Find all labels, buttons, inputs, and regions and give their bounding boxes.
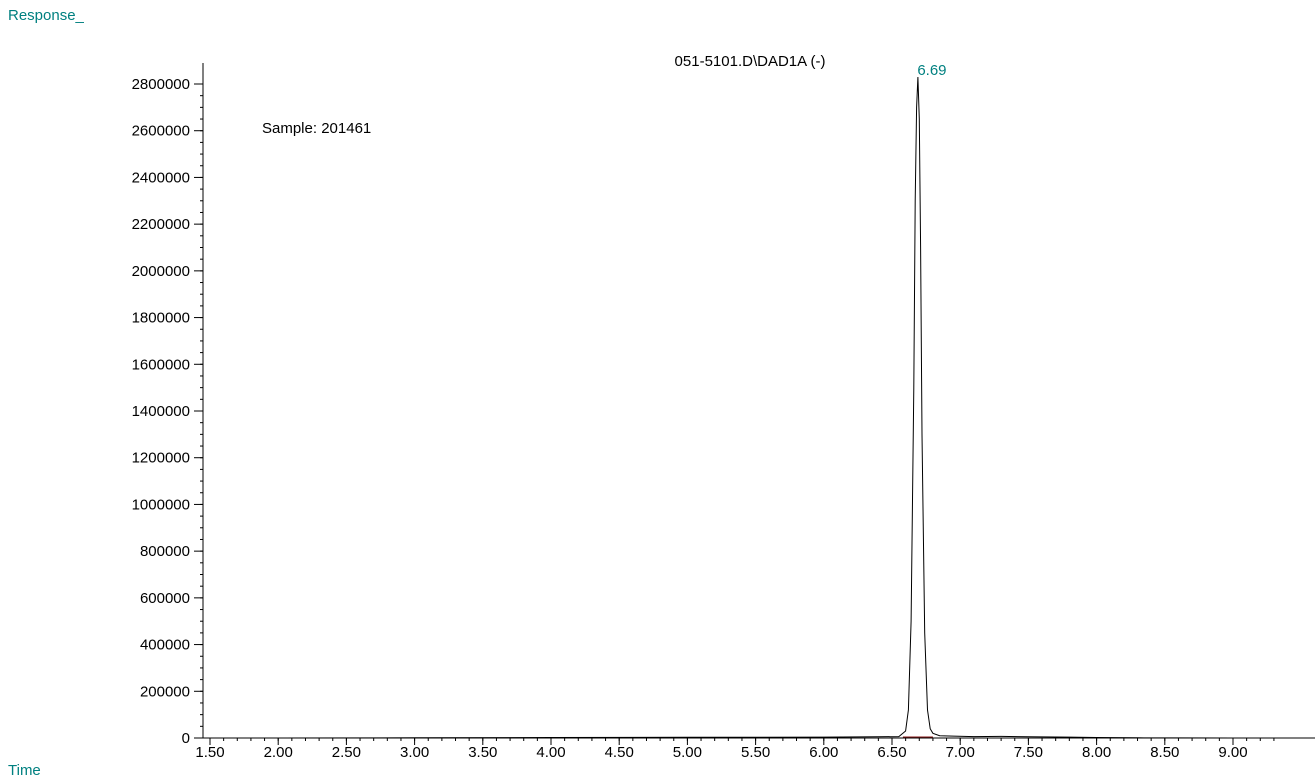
ticks: 0 200000 400000 600000 800000 1000000 1200000 1…: [132, 76, 1275, 761]
y-tick-label: 200000: [140, 683, 190, 700]
x-tick-label: 5.50: [741, 744, 770, 761]
y-tick-label: 800000: [140, 543, 190, 560]
y-tick-label: 600000: [140, 590, 190, 607]
x-axis-label: Time: [8, 762, 41, 778]
x-tick-label: 5.00: [673, 744, 702, 761]
x-tick-label: 8.00: [1082, 744, 1111, 761]
x-tick-label: 9.00: [1218, 744, 1247, 761]
sample-annotation: Sample: 201461: [262, 120, 371, 137]
signal-trace: [203, 76, 1261, 739]
y-tick-label: 2000000: [132, 263, 190, 280]
x-tick-label: 3.00: [400, 744, 429, 761]
x-tick-label: 8.50: [1150, 744, 1179, 761]
y-tick-label: 1600000: [132, 356, 190, 373]
y-tick-label: 1000000: [132, 496, 190, 513]
x-tick-label: 4.00: [536, 744, 565, 761]
y-axis-label: Response_: [8, 7, 85, 24]
x-tick-label: 7.00: [946, 744, 975, 761]
peak-label: 6.69: [917, 62, 946, 79]
y-tick-label: 0: [182, 730, 190, 747]
x-tick-label: 2.50: [332, 744, 361, 761]
chart-title: 051-5101.D\DAD1A (-): [675, 53, 826, 70]
y-tick-label: 400000: [140, 637, 190, 654]
x-tick-label: 3.50: [468, 744, 497, 761]
axes: [202, 63, 1315, 739]
x-tick-label: 2.00: [264, 744, 293, 761]
y-tick-label: 1400000: [132, 403, 190, 420]
y-tick-label: 2800000: [132, 76, 190, 93]
y-tick-label: 1200000: [132, 450, 190, 467]
x-tick-label: 6.00: [809, 744, 838, 761]
y-tick-label: 2400000: [132, 169, 190, 186]
y-tick-label: 1800000: [132, 310, 190, 327]
x-tick-label: 1.50: [195, 744, 224, 761]
x-tick-label: 7.50: [1014, 744, 1043, 761]
x-tick-label: 4.50: [605, 744, 634, 761]
plot-area: 6.69: [203, 62, 1261, 739]
y-tick-label: 2200000: [132, 216, 190, 233]
y-tick-label: 2600000: [132, 123, 190, 140]
x-tick-label: 6.50: [877, 744, 906, 761]
